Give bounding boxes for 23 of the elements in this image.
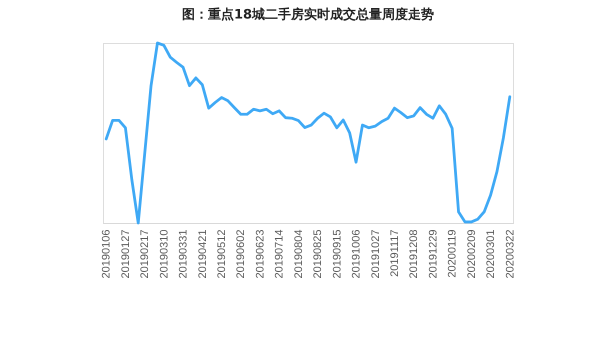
x-tick-label: 20190623 (254, 230, 266, 278)
x-tick-label: 20190512 (216, 230, 228, 278)
x-tick-label: 20191117 (388, 230, 401, 277)
x-tick-label: 20200209 (466, 230, 478, 278)
x-tick-label: 20191027 (370, 230, 382, 278)
x-tick-label: 20190804 (292, 230, 305, 278)
x-tick-label: 20190602 (235, 230, 248, 278)
x-tick-label: 20190106 (100, 230, 113, 278)
x-tick-label: 20190915 (331, 230, 344, 278)
x-tick-label: 20191208 (408, 230, 420, 278)
x-tick-label: 20190127 (120, 230, 132, 278)
x-tick-label: 20191229 (427, 230, 440, 278)
x-tick-label: 20190421 (196, 230, 209, 278)
x-tick-label: 20200322 (504, 230, 516, 278)
x-tick-label: 20200301 (485, 230, 498, 278)
x-tick-label: 20190310 (158, 230, 170, 278)
x-tick-label: 20190331 (178, 230, 190, 278)
x-tick-label: 20190714 (274, 230, 286, 278)
x-tick-label: 20191006 (350, 230, 363, 278)
x-tick-label: 20190825 (312, 230, 324, 278)
chart-title: 图：重点18城二手房实时成交总量周度走势 (182, 6, 434, 23)
x-tick-label: 20190217 (139, 230, 152, 278)
x-tick-label: 20200119 (446, 230, 459, 278)
